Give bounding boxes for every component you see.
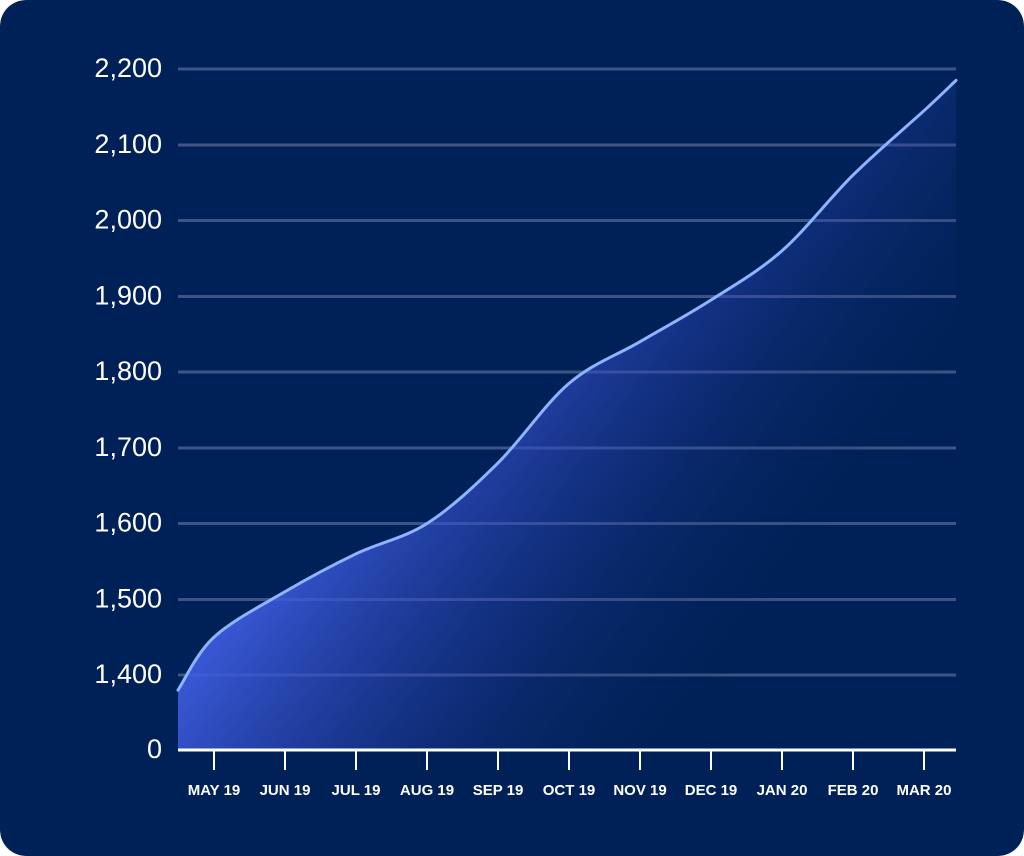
x-tick-label: JUN 19 — [260, 782, 311, 799]
x-axis: MAY 19 JUN 19 JUL 19 AUG 19 SEP 19 OCT 19 NOV … — [188, 750, 952, 799]
y-tick-label: 1,400 — [94, 659, 162, 689]
x-tick-label: DEC 19 — [685, 782, 738, 799]
x-tick-label: MAY 19 — [188, 782, 241, 799]
y-tick-label: 2,000 — [94, 205, 162, 235]
x-tick-label: FEB 20 — [828, 782, 879, 799]
y-tick-label: 1,700 — [94, 432, 162, 462]
y-tick-label: 1,800 — [94, 356, 162, 386]
x-tick-label: OCT 19 — [543, 782, 596, 799]
y-tick-label: 1,900 — [94, 280, 162, 310]
x-tick-label: NOV 19 — [613, 782, 666, 799]
y-tick-label: 0 — [147, 734, 162, 764]
x-tick-label: JAN 20 — [757, 782, 808, 799]
x-tick-label: JUL 19 — [332, 782, 381, 799]
y-tick-label: 2,100 — [94, 129, 162, 159]
series-area — [178, 80, 956, 750]
y-tick-label: 2,200 — [94, 53, 162, 83]
x-tick-label: AUG 19 — [400, 782, 454, 799]
y-tick-label: 1,500 — [94, 583, 162, 613]
series-line — [176, 78, 958, 692]
y-tick-label: 1,600 — [94, 508, 162, 538]
x-tick-label: MAR 20 — [896, 782, 951, 799]
x-tick-label: SEP 19 — [473, 782, 524, 799]
y-axis: 0 1,400 1,500 1,600 1,700 1,800 1,900 2,000 2,10… — [94, 53, 162, 764]
